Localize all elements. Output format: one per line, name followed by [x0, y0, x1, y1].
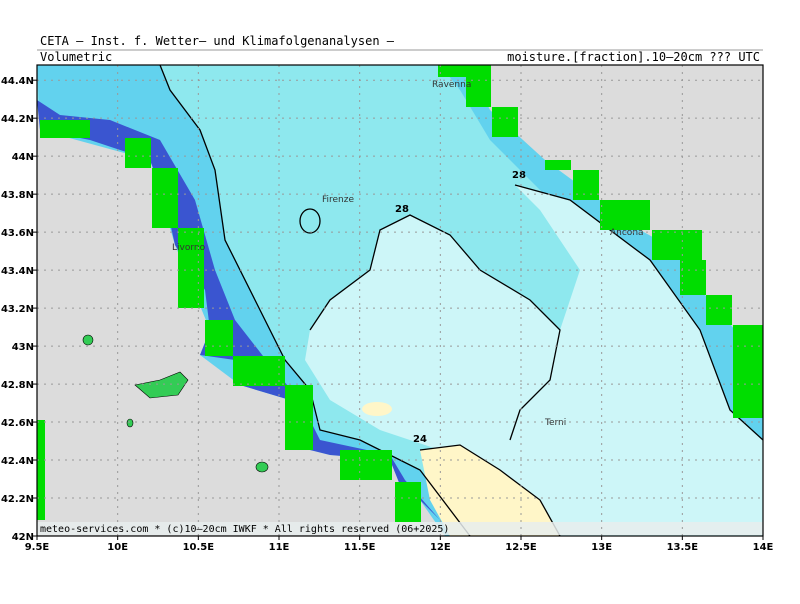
- coast-cell: [466, 65, 491, 107]
- coast-cell: [40, 120, 90, 138]
- contour-line: [309, 214, 561, 441]
- y-tick-label: 44N: [12, 152, 34, 163]
- island: [255, 461, 269, 473]
- contour-label: 28: [395, 204, 409, 215]
- coast-cell: [233, 356, 285, 386]
- x-tick-label: 10E: [107, 542, 128, 553]
- x-tick-label: 12.5E: [505, 542, 537, 553]
- x-tick-label: 10.5E: [183, 542, 215, 553]
- island: [82, 334, 94, 346]
- coast-cell: [680, 260, 706, 295]
- y-tick-label: 43.2N: [1, 304, 34, 315]
- island-elba: [134, 371, 189, 399]
- contour-line: [159, 64, 471, 537]
- place-label: Firenze: [322, 195, 354, 205]
- y-tick-label: 42.2N: [1, 494, 34, 505]
- y-tick-label: 42N: [12, 532, 34, 543]
- coast-cell: [37, 420, 45, 520]
- place-label: Ravenna: [432, 80, 471, 90]
- y-tick-label: 42.8N: [1, 380, 34, 391]
- header-left: Volumetric: [40, 50, 112, 64]
- coast-cell: [285, 385, 313, 450]
- coast-cell: [152, 168, 178, 228]
- coast-cell: [395, 482, 421, 522]
- y-tick-label: 43.8N: [1, 190, 34, 201]
- place-label: Terni: [544, 418, 566, 428]
- y-tick-label: 42.4N: [1, 456, 34, 467]
- x-tick-label: 13.5E: [667, 542, 699, 553]
- contour-spot: [299, 208, 321, 234]
- region-center: [305, 185, 763, 536]
- coast-cell: [125, 138, 151, 168]
- coast-cell: [573, 170, 599, 200]
- footer-strip: [37, 522, 763, 535]
- header-title: CETA — Inst. f. Wetter— und Klimafolgena…: [40, 34, 395, 48]
- region-low: [420, 445, 560, 536]
- y-tick-label: 43.4N: [1, 266, 34, 277]
- x-tick-label: 12E: [430, 542, 451, 553]
- contour-label: 24: [413, 434, 427, 445]
- coast-cell: [733, 325, 763, 418]
- x-tick-label: 11E: [269, 542, 290, 553]
- y-tick-label: 42.6N: [1, 418, 34, 429]
- x-tick-label: 9.5E: [25, 542, 50, 553]
- y-tick-label: 44.4N: [1, 76, 34, 87]
- y-tick-label: 44.2N: [1, 114, 34, 125]
- region-low-spot: [362, 402, 392, 416]
- contour-label: 28: [512, 170, 526, 181]
- x-tick-label: 13E: [591, 542, 612, 553]
- contour-line: [419, 444, 561, 537]
- coast-cell: [652, 230, 702, 260]
- coast-cell: [600, 200, 650, 230]
- coast-cell: [205, 320, 233, 356]
- coast-cell: [340, 450, 392, 480]
- x-tick-label: 14E: [753, 542, 774, 553]
- grid-cells: [37, 65, 763, 522]
- coast-cell: [545, 160, 571, 170]
- coast-cell: [492, 107, 518, 137]
- place-label: Livorno: [172, 243, 206, 253]
- header-right: moisture.[fraction].10—20cm ??? UTC: [507, 50, 760, 64]
- map-frame: [36, 64, 764, 537]
- y-tick-label: 43N: [12, 342, 34, 353]
- x-tick-label: 11.5E: [344, 542, 376, 553]
- coast-cell: [706, 295, 732, 325]
- band-west: [37, 65, 470, 536]
- coast-cell: [178, 228, 204, 308]
- place-label: Ancona: [610, 228, 644, 238]
- footer: meteo-services.com * (c)10—20cm IWKF * A…: [40, 524, 449, 535]
- band-east: [440, 65, 763, 440]
- coast-cell: [438, 65, 466, 77]
- map-area: Ravenna Firenze Livorno Ancona Terni 28 …: [37, 64, 764, 537]
- y-tick-label: 43.6N: [1, 228, 34, 239]
- island: [126, 418, 134, 428]
